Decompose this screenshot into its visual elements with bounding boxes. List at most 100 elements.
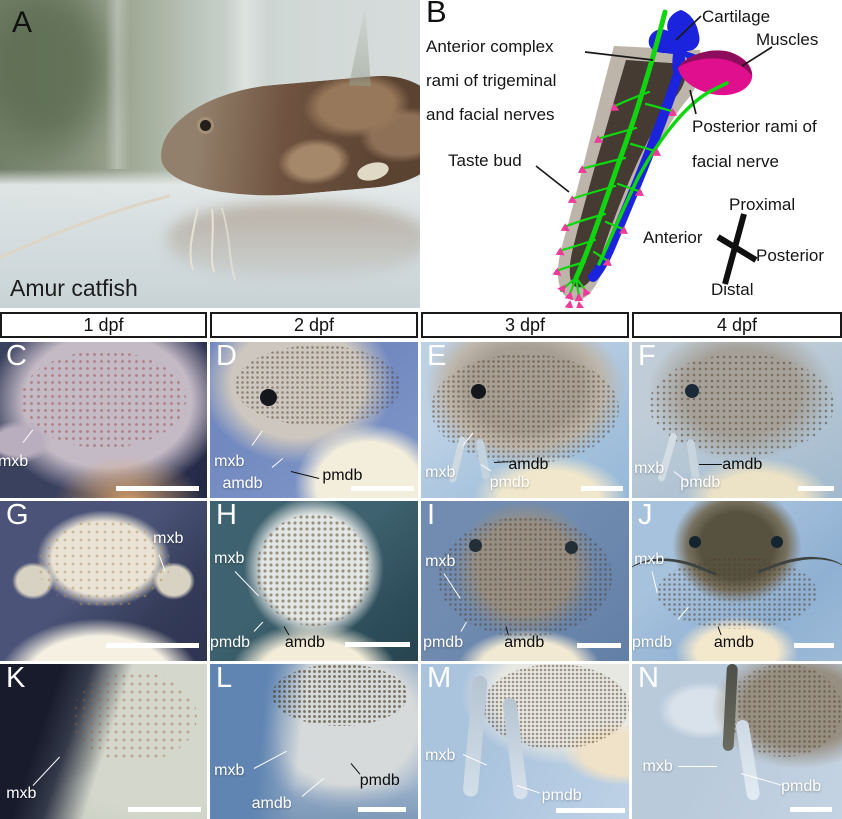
fish-eye — [199, 120, 211, 132]
barbel-inner-core — [569, 60, 687, 288]
label-amdb: amdb — [222, 475, 263, 493]
nerve-paths — [554, 9, 729, 302]
micrograph-photo — [421, 501, 629, 661]
micrograph-photo — [632, 342, 842, 498]
panel-letter: J — [638, 501, 653, 531]
pointer-line — [678, 766, 718, 768]
pigment-speckles — [657, 557, 817, 629]
scale-bar — [345, 641, 410, 647]
micrograph-photo — [632, 664, 842, 819]
micrograph-panel-m: M mxb pmdb — [421, 664, 629, 819]
fish-eye — [770, 536, 783, 549]
diagram-panel-b: B Cartilage Muscles Anterior complex ram… — [422, 0, 842, 308]
label-mxb: mxb — [642, 757, 673, 775]
panel-letter: I — [427, 501, 436, 531]
micrograph-panel-h: H mxb pmdb amdb — [210, 501, 418, 661]
micrograph-panel-d: D mxb amdb pmdb — [210, 342, 418, 498]
label-pmdb: pmdb — [423, 634, 464, 652]
micrograph-grid: C mxb D mxb amdb pmdb E mxb amdb pmdb — [0, 342, 842, 819]
label-pmdb: pmdb — [359, 771, 400, 789]
label-pmdb: pmdb — [632, 634, 673, 652]
micrograph-panel-j: J mxb pmdb amdb — [632, 501, 842, 661]
scale-bar — [581, 485, 623, 491]
barbel-whiskers — [0, 194, 236, 281]
aquarium-background-plants — [0, 0, 152, 207]
micrograph-panel-l: L mxb amdb pmdb — [210, 664, 418, 819]
micrograph-panel-e: E mxb amdb pmdb — [421, 342, 629, 498]
fish-eye — [259, 388, 277, 406]
scale-bar — [128, 806, 201, 812]
label-amdb: amdb — [508, 456, 549, 474]
scale-bar — [793, 643, 834, 649]
panel-letter: K — [6, 664, 26, 694]
label-mxb: mxb — [153, 530, 184, 548]
fish-eye — [688, 536, 701, 549]
scale-bar — [357, 806, 406, 812]
micrograph-photo — [0, 501, 207, 661]
pointer-lines — [535, 15, 773, 193]
label-amdb: amdb — [722, 456, 763, 474]
panel-letter: C — [6, 342, 27, 372]
label-muscles: Muscles — [756, 30, 819, 49]
scale-bar — [797, 485, 834, 491]
scale-bar — [577, 643, 621, 649]
label-mxb: mxb — [214, 453, 245, 471]
micrograph-photo — [421, 342, 629, 498]
label-amdb: amdb — [504, 634, 545, 652]
panel-letter: F — [638, 342, 656, 372]
panel-letter: A — [12, 6, 33, 39]
panel-letter: D — [216, 342, 237, 372]
scale-bar — [789, 806, 832, 812]
fish-eye — [564, 541, 578, 554]
pigment-speckles — [272, 664, 408, 726]
micrograph-panel-f: F mxb amdb pmdb — [632, 342, 842, 498]
glass-highlight — [105, 0, 131, 170]
fish-reflection — [168, 203, 420, 278]
barbel-structure — [462, 675, 488, 798]
micrograph-photo — [0, 664, 207, 819]
label-mxb: mxb — [634, 551, 665, 569]
axis-anterior: Anterior — [643, 228, 703, 247]
micrograph-photo — [0, 342, 207, 498]
label-mxb: mxb — [425, 464, 456, 482]
pigment-speckles — [648, 354, 834, 456]
label-pmdb: pmdb — [680, 473, 721, 491]
pigment-speckles — [37, 520, 170, 609]
orientation-cross — [716, 213, 758, 285]
label-pmdb: pmdb — [210, 634, 251, 652]
pigment-speckles — [255, 513, 373, 626]
fish-eye — [468, 539, 482, 553]
label-pmdb: pmdb — [781, 777, 822, 795]
column-header-2dpf: 2 dpf — [210, 312, 418, 338]
pigment-speckles — [20, 351, 187, 449]
micrograph-photo — [210, 664, 418, 819]
label-amdb: amdb — [284, 634, 325, 652]
label-amdb: amdb — [251, 794, 292, 812]
label-pmdb: pmdb — [541, 787, 582, 804]
micrograph-panel-n: N mxb pmdb — [632, 664, 842, 819]
panel-letter: L — [216, 664, 233, 694]
label-mxb: mxb — [6, 785, 37, 803]
label-mxb: mxb — [425, 552, 456, 570]
species-caption: Amur catfish — [10, 275, 138, 301]
micrograph-photo — [210, 501, 418, 661]
label-pmdb: pmdb — [322, 467, 363, 485]
taste-bud-arrowheads — [552, 103, 678, 308]
label-cartilage: Cartilage — [702, 7, 771, 26]
label-mxb: mxb — [425, 746, 456, 764]
scale-bar — [556, 808, 625, 814]
label-mxb: mxb — [0, 453, 29, 471]
photo-panel-a: A Amur catfish — [0, 0, 420, 308]
label-taste-bud: Taste bud — [448, 151, 522, 170]
micrograph-photo — [632, 501, 842, 661]
fish-eye — [470, 384, 486, 400]
micrograph-photo — [421, 664, 629, 819]
axis-distal: Distal — [711, 280, 754, 299]
pigment-speckles — [437, 517, 613, 637]
panel-letter: B — [426, 0, 447, 29]
barbel-diagram — [535, 9, 773, 308]
scale-bar — [105, 643, 199, 649]
panel-letter: M — [427, 664, 452, 694]
label-anterior-rami: rami of trigeminal — [426, 71, 557, 90]
